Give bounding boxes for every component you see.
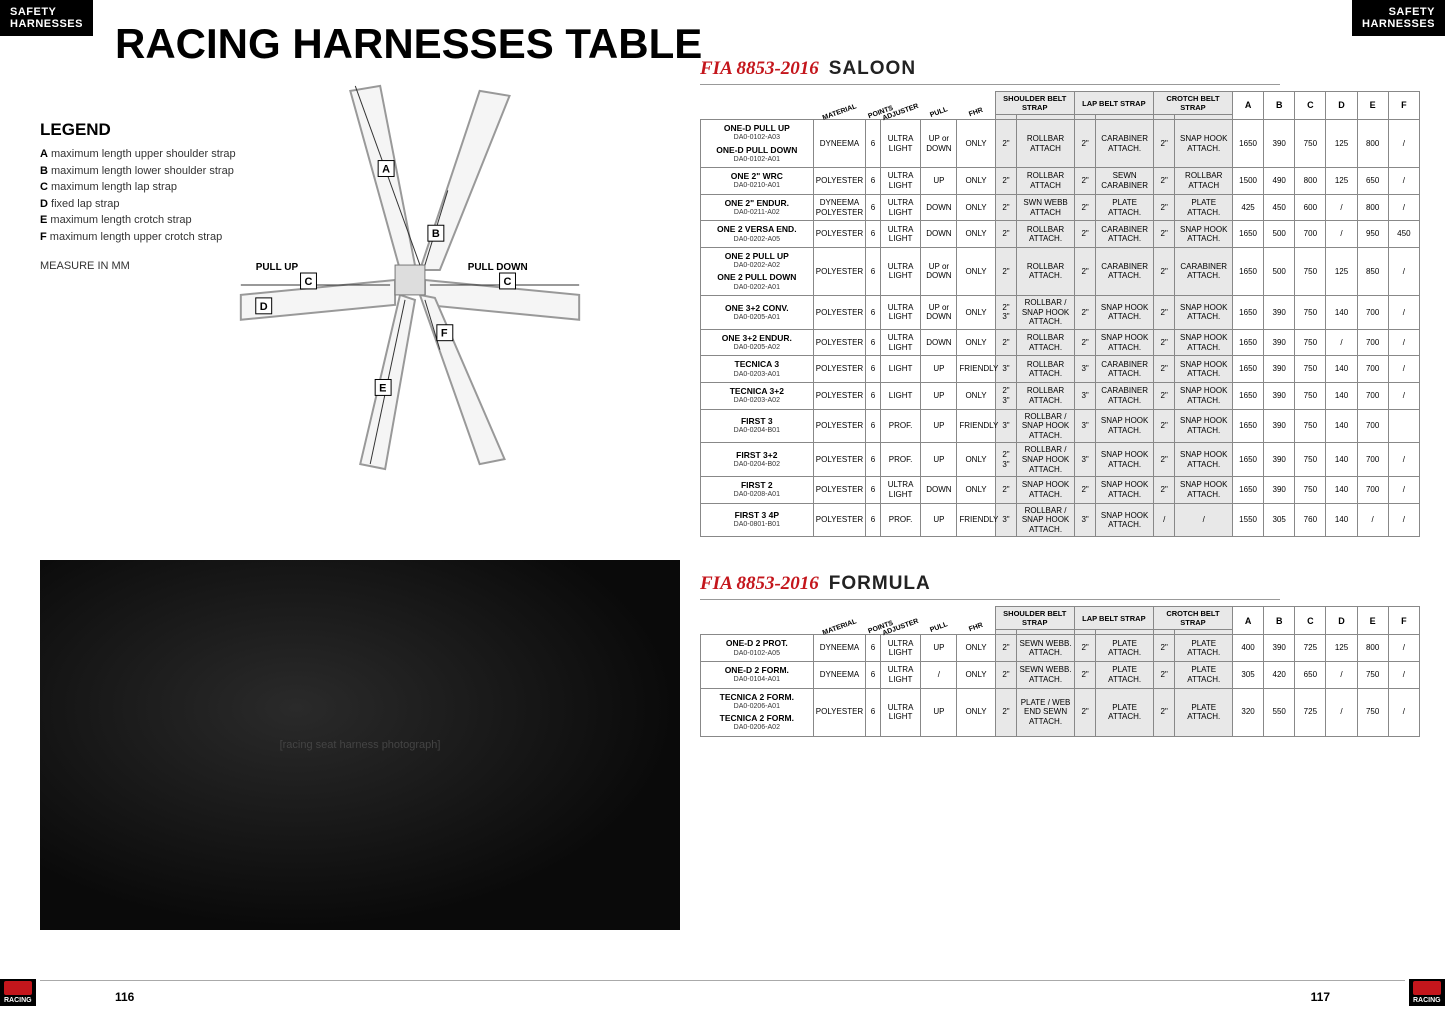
svg-text:D: D — [260, 301, 268, 313]
saloon-header: FIA 8853-2016 SALOON — [700, 58, 1420, 80]
svg-text:A: A — [382, 164, 390, 176]
formula-label: FORMULA — [829, 573, 931, 595]
table-row: ONE-D 2 FORM.DA0-0104-A01 DYNEEMA 6 ULTR… — [701, 662, 1420, 689]
divider — [700, 599, 1280, 600]
header-tag-left: SAFETYHARNESSES — [0, 0, 93, 36]
footer-icon-right: RACING — [1409, 979, 1445, 1006]
table-row: ONE 2" WRCDA0-0210-A01 POLYESTER 6 ULTRA… — [701, 168, 1420, 195]
svg-text:F: F — [441, 328, 448, 340]
formula-header: FIA 8853-2016 FORMULA — [700, 573, 1420, 595]
harness-photo: [racing seat harness photograph] — [40, 560, 680, 930]
divider — [700, 84, 1280, 85]
table-row: TECNICA 2 FORM.DA0-0206-A01TECNICA 2 FOR… — [701, 688, 1420, 736]
page-num-right: 117 — [1311, 990, 1330, 1004]
table-row: ONE-D PULL UPDA0-0102-A03ONE-D PULL DOWN… — [701, 120, 1420, 168]
table-row: ONE 2" ENDUR.DA0-0211-A02 DYNEEMA POLYES… — [701, 194, 1420, 221]
table-row: FIRST 3DA0-0204-B01 POLYESTER 6 PROF. UP… — [701, 409, 1420, 443]
footer-rule — [40, 980, 1405, 981]
table-row: FIRST 2DA0-0208-A01 POLYESTER 6 ULTRA LI… — [701, 477, 1420, 504]
svg-text:C: C — [305, 276, 313, 288]
table-row: TECNICA 3+2DA0-0203-A02 POLYESTER 6 LIGH… — [701, 382, 1420, 409]
saloon-table: MATERIAL POINTS ADJUSTER PULL FHR SHOULD… — [700, 91, 1420, 537]
formula-table: MATERIAL POINTS ADJUSTER PULL FHR SHOULD… — [700, 606, 1420, 736]
table-row: ONE 3+2 ENDUR.DA0-0205-A02 POLYESTER 6 U… — [701, 329, 1420, 356]
table-row: ONE-D 2 PROT.DA0-0102-A05 DYNEEMA 6 ULTR… — [701, 635, 1420, 662]
car-icon — [1413, 981, 1441, 995]
pull-up-label: PULL UP — [256, 262, 299, 273]
table-row: FIRST 3+2DA0-0204-B02 POLYESTER 6 PROF. … — [701, 443, 1420, 477]
racing-label: RACING — [4, 997, 32, 1004]
table-row: ONE 3+2 CONV.DA0-0205-A01 POLYESTER 6 UL… — [701, 296, 1420, 330]
page-num-left: 116 — [115, 990, 134, 1004]
racing-label: RACING — [1413, 997, 1441, 1004]
right-page: FIA 8853-2016 SALOON MATERIAL POINTS ADJ… — [700, 50, 1420, 737]
header-tag-right: SAFETYHARNESSES — [1352, 0, 1445, 36]
footer: RACING RACING 116 117 — [0, 980, 1445, 1012]
svg-text:E: E — [379, 382, 386, 394]
table-row: ONE 2 VERSA END.DA0-0202-A05 POLYESTER 6… — [701, 221, 1420, 248]
fia-label: FIA 8853-2016 — [700, 58, 819, 80]
car-icon — [4, 981, 32, 995]
footer-icon-left: RACING — [0, 979, 36, 1006]
table-row: ONE 2 PULL UPDA0-0202-A02ONE 2 PULL DOWN… — [701, 247, 1420, 295]
table-row: TECNICA 3DA0-0203-A01 POLYESTER 6 LIGHT … — [701, 356, 1420, 383]
saloon-label: SALOON — [829, 58, 916, 80]
table-row: FIRST 3 4PDA0-0801-B01 POLYESTER 6 PROF.… — [701, 503, 1420, 537]
svg-text:C: C — [504, 276, 512, 288]
pull-down-label: PULL DOWN — [468, 262, 528, 273]
svg-text:B: B — [432, 228, 440, 240]
fia-label: FIA 8853-2016 — [700, 573, 819, 595]
harness-diagram: A B C C D E F PULL UP PULL DOWN — [200, 70, 620, 480]
page-title: RACING HARNESSES TABLE — [115, 20, 702, 68]
